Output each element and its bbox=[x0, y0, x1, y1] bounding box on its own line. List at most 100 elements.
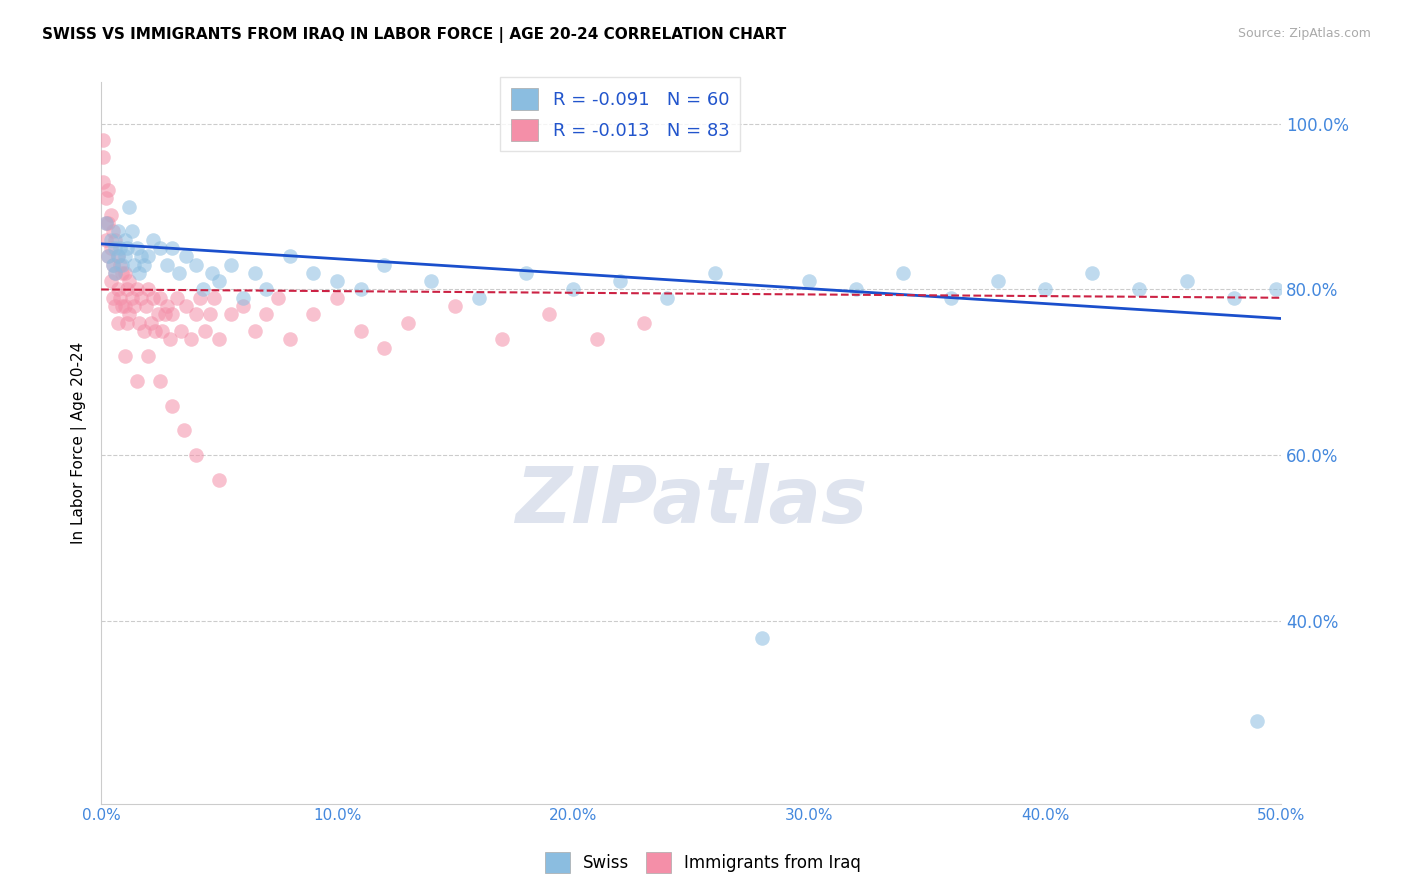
Point bbox=[97, 183, 120, 197]
Point bbox=[93, 175, 115, 189]
Point bbox=[160, 241, 183, 255]
Point bbox=[278, 332, 301, 346]
Point bbox=[156, 258, 179, 272]
Point bbox=[184, 448, 207, 462]
Point bbox=[467, 291, 489, 305]
Point bbox=[94, 233, 117, 247]
Point bbox=[201, 266, 224, 280]
Point bbox=[167, 266, 190, 280]
Point bbox=[129, 291, 152, 305]
Point bbox=[562, 283, 585, 297]
Point bbox=[100, 274, 122, 288]
Text: ZIPatlas: ZIPatlas bbox=[515, 463, 868, 539]
Text: SWISS VS IMMIGRANTS FROM IRAQ IN LABOR FORCE | AGE 20-24 CORRELATION CHART: SWISS VS IMMIGRANTS FROM IRAQ IN LABOR F… bbox=[42, 27, 786, 43]
Point bbox=[94, 216, 117, 230]
Point bbox=[104, 266, 127, 280]
Point bbox=[208, 473, 231, 487]
Point bbox=[420, 274, 443, 288]
Point bbox=[585, 332, 607, 346]
Point bbox=[114, 349, 136, 363]
Point bbox=[104, 241, 127, 255]
Point bbox=[94, 216, 117, 230]
Point bbox=[396, 316, 419, 330]
Point bbox=[1033, 283, 1056, 297]
Point bbox=[174, 299, 197, 313]
Point bbox=[987, 274, 1010, 288]
Legend: R = -0.091   N = 60, R = -0.013   N = 83: R = -0.091 N = 60, R = -0.013 N = 83 bbox=[501, 77, 740, 152]
Point bbox=[160, 399, 183, 413]
Legend: Swiss, Immigrants from Iraq: Swiss, Immigrants from Iraq bbox=[538, 846, 868, 880]
Point bbox=[444, 299, 467, 313]
Point bbox=[797, 274, 820, 288]
Point bbox=[751, 631, 773, 645]
Point bbox=[107, 249, 129, 263]
Point bbox=[104, 233, 127, 247]
Point bbox=[198, 307, 221, 321]
Point bbox=[101, 258, 124, 272]
Point bbox=[125, 241, 148, 255]
Point bbox=[135, 299, 157, 313]
Point bbox=[373, 258, 395, 272]
Point bbox=[104, 299, 127, 313]
Point bbox=[104, 266, 127, 280]
Point bbox=[101, 291, 124, 305]
Point bbox=[93, 133, 115, 147]
Point bbox=[159, 332, 181, 346]
Point bbox=[121, 224, 143, 238]
Point bbox=[136, 283, 159, 297]
Point bbox=[1265, 283, 1288, 297]
Point bbox=[657, 291, 679, 305]
Point bbox=[132, 258, 155, 272]
Point bbox=[136, 249, 159, 263]
Point bbox=[350, 283, 373, 297]
Point bbox=[893, 266, 915, 280]
Point bbox=[108, 258, 131, 272]
Point bbox=[174, 249, 197, 263]
Point bbox=[107, 249, 129, 263]
Point bbox=[1081, 266, 1104, 280]
Point bbox=[94, 191, 117, 205]
Point bbox=[254, 283, 277, 297]
Point bbox=[149, 241, 172, 255]
Point bbox=[107, 283, 129, 297]
Point bbox=[115, 283, 138, 297]
Point bbox=[1128, 283, 1150, 297]
Point bbox=[373, 341, 395, 355]
Point bbox=[101, 258, 124, 272]
Point bbox=[219, 258, 242, 272]
Point bbox=[136, 349, 159, 363]
Point bbox=[160, 307, 183, 321]
Point bbox=[194, 324, 217, 338]
Point bbox=[142, 233, 165, 247]
Point bbox=[97, 249, 120, 263]
Point bbox=[100, 208, 122, 222]
Point bbox=[122, 299, 145, 313]
Point bbox=[115, 241, 138, 255]
Point bbox=[122, 258, 145, 272]
Point bbox=[114, 233, 136, 247]
Point bbox=[326, 291, 349, 305]
Point bbox=[1223, 291, 1246, 305]
Point bbox=[184, 258, 207, 272]
Point bbox=[115, 316, 138, 330]
Point bbox=[243, 324, 266, 338]
Point bbox=[132, 324, 155, 338]
Point bbox=[208, 332, 231, 346]
Point bbox=[153, 307, 176, 321]
Point bbox=[191, 283, 214, 297]
Point bbox=[166, 291, 188, 305]
Point bbox=[139, 316, 162, 330]
Point bbox=[703, 266, 725, 280]
Point bbox=[129, 249, 152, 263]
Point bbox=[118, 200, 141, 214]
Point bbox=[107, 316, 129, 330]
Point bbox=[101, 224, 124, 238]
Point bbox=[111, 258, 134, 272]
Point bbox=[114, 266, 136, 280]
Point bbox=[326, 274, 349, 288]
Point bbox=[121, 291, 143, 305]
Point bbox=[108, 291, 131, 305]
Point bbox=[114, 299, 136, 313]
Point bbox=[278, 249, 301, 263]
Point bbox=[1246, 714, 1268, 728]
